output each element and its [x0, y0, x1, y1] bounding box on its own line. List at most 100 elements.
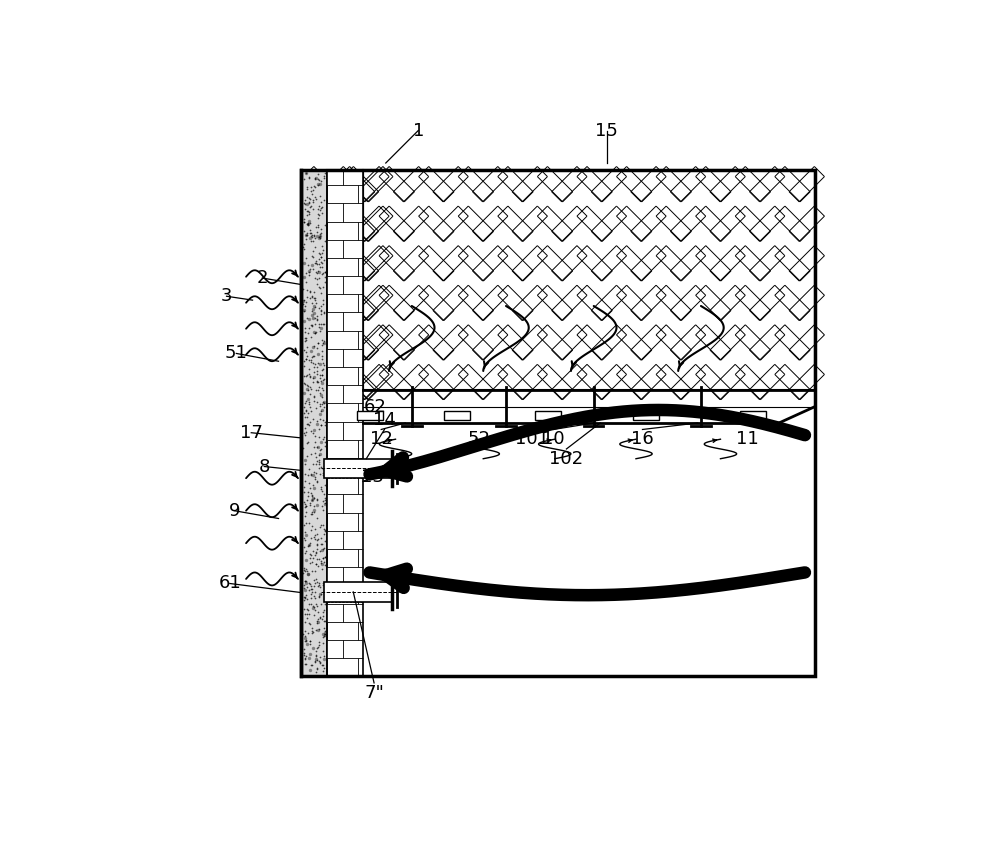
Point — [306, 391, 322, 404]
Point — [313, 442, 329, 456]
Point — [301, 265, 317, 279]
Point — [309, 527, 325, 540]
Point — [312, 357, 328, 371]
Point — [296, 215, 312, 229]
Point — [297, 546, 313, 560]
Point — [316, 454, 332, 468]
Point — [306, 229, 322, 242]
Point — [299, 229, 315, 242]
Point — [300, 407, 316, 420]
Point — [298, 166, 314, 180]
Point — [315, 297, 331, 311]
Point — [303, 353, 319, 366]
Point — [300, 567, 316, 581]
Point — [316, 522, 332, 536]
Point — [306, 466, 322, 479]
Point — [304, 585, 320, 598]
Point — [309, 653, 325, 667]
Point — [317, 550, 333, 564]
Point — [311, 635, 327, 648]
Point — [304, 187, 320, 201]
Point — [296, 237, 312, 251]
Point — [296, 485, 312, 499]
Point — [304, 258, 320, 272]
Point — [305, 599, 321, 613]
Text: 10: 10 — [542, 430, 565, 448]
Point — [307, 294, 323, 307]
Point — [306, 504, 322, 517]
Point — [301, 616, 317, 630]
Point — [307, 591, 323, 604]
Point — [309, 309, 325, 322]
Point — [301, 268, 317, 282]
Point — [315, 317, 331, 331]
Point — [310, 356, 326, 370]
Point — [303, 468, 319, 481]
Point — [297, 607, 313, 620]
Point — [305, 371, 321, 384]
Point — [305, 357, 321, 371]
Point — [308, 296, 324, 310]
Point — [305, 491, 321, 505]
Point — [312, 408, 328, 421]
Point — [298, 370, 314, 383]
Point — [302, 387, 318, 401]
Point — [296, 370, 312, 383]
Point — [301, 214, 317, 228]
Point — [299, 181, 315, 194]
Point — [308, 255, 324, 268]
Point — [305, 302, 321, 316]
Point — [300, 217, 316, 230]
Point — [306, 574, 322, 587]
Point — [305, 468, 321, 482]
Bar — [301, 170, 327, 676]
Bar — [633, 411, 659, 420]
Point — [301, 477, 317, 490]
Point — [307, 170, 323, 184]
Point — [315, 243, 331, 257]
Point — [301, 367, 317, 381]
Point — [316, 430, 332, 444]
Point — [314, 338, 330, 352]
Point — [297, 615, 313, 629]
Point — [301, 195, 317, 208]
Point — [296, 172, 312, 186]
Point — [314, 381, 330, 394]
Point — [299, 494, 315, 507]
Point — [314, 349, 330, 362]
Point — [308, 648, 324, 662]
Point — [302, 284, 318, 298]
Point — [298, 345, 314, 359]
Point — [309, 641, 325, 655]
Point — [298, 499, 314, 512]
Point — [310, 211, 326, 225]
Point — [302, 499, 318, 512]
Point — [315, 576, 331, 590]
Point — [317, 419, 333, 432]
Bar — [363, 170, 815, 391]
Point — [310, 641, 326, 654]
Point — [316, 459, 332, 473]
Point — [298, 575, 314, 588]
Point — [300, 417, 316, 430]
Point — [307, 533, 323, 546]
Text: 52: 52 — [467, 430, 490, 448]
Point — [314, 658, 330, 672]
Point — [307, 292, 323, 306]
Point — [297, 651, 313, 664]
Point — [301, 354, 317, 367]
Point — [308, 623, 324, 636]
Point — [311, 623, 327, 636]
Point — [298, 657, 314, 671]
Point — [310, 348, 326, 361]
Point — [305, 457, 321, 471]
Point — [313, 518, 329, 532]
Point — [314, 268, 330, 281]
Point — [313, 480, 329, 494]
Point — [316, 649, 332, 663]
Point — [303, 382, 319, 396]
Point — [317, 462, 333, 475]
Point — [301, 538, 317, 552]
Point — [298, 229, 314, 242]
Point — [310, 441, 326, 454]
